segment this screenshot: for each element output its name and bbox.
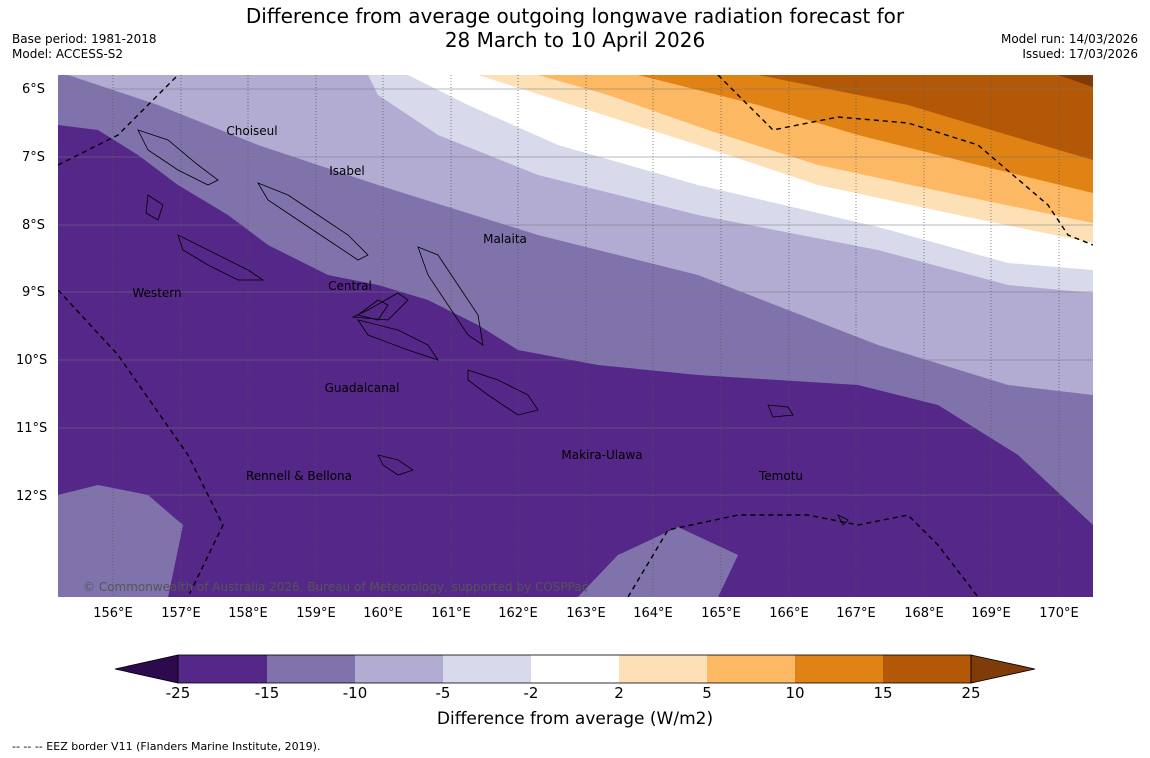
map-copyright: © Commonwealth of Australia 2026, Bureau…: [83, 580, 588, 594]
lon-label-165e: 165°E: [701, 606, 741, 621]
lon-label-158e: 158°E: [228, 606, 268, 621]
model-name: Model: ACCESS-S2: [12, 47, 124, 61]
colorbar-swatch-2-5: [619, 655, 707, 683]
lat-label-11s: 11°S: [16, 421, 48, 436]
colorbar-tick-minus10: -10: [342, 684, 368, 702]
region-label-malaita: Malaita: [483, 232, 527, 246]
region-label-choiseul: Choiseul: [226, 124, 278, 138]
colorbar-low-extension: [114, 654, 179, 684]
lon-label-157e: 157°E: [161, 606, 201, 621]
title-line-2: 28 March to 10 April 2026: [444, 28, 706, 52]
band-15-25: [758, 75, 1093, 160]
base-period: Base period: 1981-2018: [12, 32, 157, 46]
colorbar-tick-5: 5: [702, 684, 712, 702]
colorbar-swatch-minus15-minus10: [267, 655, 355, 683]
region-label-isabel: Isabel: [329, 164, 365, 178]
band-above-25: [1058, 75, 1093, 87]
colorbar-swatch-minus2-plus2: [531, 655, 619, 683]
lon-label-159e: 159°E: [296, 606, 336, 621]
colorbar: [114, 654, 1036, 684]
colorbar-swatch-minus10-minus5: [355, 655, 443, 683]
colorbar-swatch-5-10: [707, 655, 795, 683]
band-south-light-2: [578, 527, 738, 597]
colorbar-frame: [177, 654, 972, 684]
lon-label-169e: 169°E: [971, 606, 1011, 621]
lon-label-156e: 156°E: [93, 606, 133, 621]
meta-right: Model run: 14/03/2026 Issued: 17/03/2026: [1001, 32, 1138, 62]
lat-label-8s: 8°S: [22, 218, 46, 233]
lon-label-162e: 162°E: [498, 606, 538, 621]
lat-label-12s: 12°S: [16, 489, 48, 504]
meta-left: Base period: 1981-2018 Model: ACCESS-S2: [12, 32, 157, 62]
colorbar-swatch-15-25: [883, 655, 971, 683]
colorbar-tick-minus25: -25: [165, 684, 191, 702]
colorbar-high-extension: [970, 654, 1036, 684]
issued-date: Issued: 17/03/2026: [1022, 47, 1138, 61]
region-label-temotu: Temotu: [758, 469, 804, 483]
colorbar-swatch-minus25-minus15: [178, 655, 267, 683]
colorbar-tick-25: 25: [961, 684, 981, 702]
colorbar-tick-15: 15: [873, 684, 893, 702]
chart-title: Difference from average outgoing longwav…: [180, 4, 970, 52]
coastlines: [137, 129, 849, 526]
lon-label-167e: 167°E: [836, 606, 876, 621]
lon-label-168e: 168°E: [904, 606, 944, 621]
eez-borders: [58, 75, 1093, 597]
region-label-western: Western: [132, 286, 182, 300]
colorbar-tick-10: 10: [785, 684, 805, 702]
eez-legend-note: -- -- -- EEZ border V11 (Flanders Marine…: [12, 740, 321, 753]
lon-label-163e: 163°E: [566, 606, 606, 621]
lat-label-9s: 9°S: [22, 285, 46, 300]
lon-label-164e: 164°E: [633, 606, 673, 621]
grid-lines: [112, 75, 1060, 597]
region-label-central: Central: [328, 279, 372, 293]
lon-label-166e: 166°E: [769, 606, 809, 621]
lon-label-161e: 161°E: [431, 606, 471, 621]
colorbar-swatch-10-15: [795, 655, 883, 683]
colorbar-tick-minus2: -2: [523, 684, 539, 702]
lon-label-170e: 170°E: [1039, 606, 1079, 621]
colorbar-swatch-minus5-minus2: [443, 655, 531, 683]
anomaly-map: © Commonwealth of Australia 2026, Bureau…: [58, 75, 1093, 597]
region-label-rennell-bellona: Rennell & Bellona: [245, 469, 353, 483]
region-label-guadalcanal: Guadalcanal: [324, 381, 400, 395]
lat-grid-lines: [58, 88, 1093, 496]
title-line-1: Difference from average outgoing longwav…: [245, 4, 905, 28]
lat-label-7s: 7°S: [22, 150, 46, 165]
lon-label-160e: 160°E: [363, 606, 403, 621]
band-south-light: [58, 487, 183, 597]
region-label-makira-ulawa: Makira-Ulawa: [561, 448, 643, 462]
colorbar-tick-2: 2: [614, 684, 624, 702]
colorbar-tick-minus15: -15: [254, 684, 280, 702]
colorbar-title: Difference from average (W/m2): [436, 709, 714, 729]
model-run: Model run: 14/03/2026: [1000, 32, 1138, 46]
lat-label-10s: 10°S: [16, 353, 48, 368]
band-minus25-minus15: [58, 125, 1093, 597]
lat-label-6s: 6°S: [22, 82, 46, 97]
colorbar-tick-minus5: -5: [435, 684, 451, 702]
